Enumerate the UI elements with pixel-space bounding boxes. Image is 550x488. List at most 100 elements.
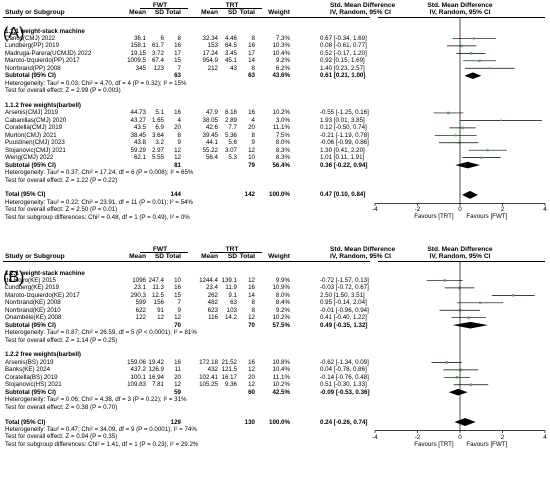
weight-cell: 9.2% [275,57,290,65]
total1-cell: 129 [170,418,181,426]
mean1-header: Mean [129,9,146,16]
total1-cell: 8 [177,34,181,42]
ci-cell: -0.01 [-0.96, 0.94] [320,306,369,314]
weight-cell: 43.6% [272,72,290,80]
study-name: Banks(KE) 2024 [5,366,51,374]
ci-cell: 0.24 [-0.26, 0.74] [320,418,368,426]
ci-cell: 0.47 [0.10, 0.84] [320,191,366,199]
ci-cell: 0.08 [-0.61, 0.77] [320,42,367,50]
ci-cell: -0.21 [-1.19, 0.78] [320,131,369,139]
sd1-cell: 19.42 [148,358,164,366]
stat-note: Test for overall effect: Z = 1.14 (P = 0… [5,336,118,344]
ci-cell: -0.62 [-1.34, 0.09] [320,358,369,366]
total2-cell: 16 [248,284,255,292]
weight-cell: 3.0% [275,116,290,124]
total2-cell: 10 [248,154,255,162]
weight-cell: 8.4% [275,299,290,307]
plot-method-header: IV, Random, 95% CI [429,9,491,16]
ci-cell: 1.30 [0.41, 2.20] [320,146,365,154]
weight-cell: 7.3% [275,34,290,42]
stat-note: Heterogeneity: Tau² = 0.37; Chi² = 17.24… [5,169,194,177]
forest-panel-a: (A) FWT TRT Std. Mean Difference Std. Mean D… [3,2,547,221]
stat-note: Test for overall effect: Z = 0.38 (P = 0… [5,403,118,411]
mean1-cell: 290.3 [130,291,146,299]
total-diamond [462,190,478,199]
sd1-cell: 126.9 [148,366,164,374]
total2-header: Total [239,9,255,16]
ci-cell: 0.92 [0.15, 1.69] [320,57,365,65]
study-name: Lundberg(KE) 2019 [5,284,60,292]
plot-header: Std. Mean Difference [427,245,493,253]
mean1-cell: 43.27 [130,116,146,124]
total2-cell: 12 [248,314,255,322]
sd2-cell: 121.5 [221,366,237,374]
mean2-cell: 954.9 [202,57,218,65]
mean2-cell: 1244.4 [199,276,218,284]
ci-cell: 0.67 [-0.34, 1.69] [320,34,367,42]
sd2-cell: 4.46 [224,34,237,42]
total1-cell: 11 [174,366,181,374]
weight-cell: 8.0% [275,139,290,147]
stat-note: Test for overall effect: Z = 2.99 (P = 0… [5,87,121,95]
total2-cell: 14 [248,291,255,299]
sd2-cell: 16.17 [221,373,237,381]
x-tick-label: -4 [372,206,378,214]
sd1-cell: 156 [153,299,164,307]
mean1-cell: 36.1 [133,34,146,42]
study-estimate-square [479,301,482,304]
sd1-cell: 123 [153,64,164,72]
study-estimate-square [459,368,463,372]
mean1-cell: 100.1 [130,373,146,381]
weight-cell: 10.2% [272,381,290,389]
subtotal-label: Subtotal (95% CI) [5,388,56,396]
study-estimate-square [512,294,515,297]
study-name: Maroto-Izquierdo(PP) 2017 [5,57,80,65]
table-rule [140,8,188,9]
study-estimate-square [447,111,450,115]
subtotal-diamond [464,72,482,79]
sd2-cell: 2.89 [224,116,237,124]
subgroup-heading: 1.1.1 weight-stack machine [5,27,85,35]
ci-cell: -0.55 [-1.25, 0.16] [320,109,369,117]
mean2-header: Mean [201,9,218,16]
sd1-cell: 6 [160,34,164,42]
mean2-cell: 42.6 [205,124,218,132]
stat-note: Heterogeneity: Tau² = 0.03; Chi² = 4.70,… [5,79,187,87]
study-name: Coratella(CMJ) 2019 [5,124,63,132]
sd2-cell: 63 [230,299,237,307]
ci-cell: 1.93 [0.01, 3.85] [320,116,365,124]
effect-method-header: IV, Random, 95% CI [330,9,391,16]
sd1-cell: 5.55 [151,154,164,162]
favours-right-label: Favours [FWT] [466,440,508,448]
sd2-cell: 11.9 [225,284,237,292]
total2-cell: 130 [244,418,255,426]
sd1-cell: 11.3 [152,284,164,292]
mean2-cell: 44.1 [205,139,218,147]
sd2-cell: 5.36 [224,131,237,139]
mean2-header: Mean [201,253,218,260]
weight-cell: 9.9% [275,276,290,284]
total2-cell: 12 [248,276,255,284]
study-name: Arsenis(CMJ) 2019 [5,109,58,117]
study-estimate-square [461,126,464,130]
effect-method-header: IV, Random, 95% CI [330,253,391,260]
total1-header: Total [165,9,181,16]
sd2-cell: 21.52 [221,358,237,366]
ci-cell: 0.49 [-0.35, 1.32] [320,321,368,329]
x-tick-label: -4 [372,433,378,441]
sd2-cell: 9.36 [224,381,237,389]
ci-cell: 0.51 [-0.30, 1.33] [320,381,367,389]
mean2-cell: 262 [207,291,218,299]
mean2-cell: 17.24 [202,49,218,57]
table-rule [3,261,370,262]
mean2-cell: 32.34 [202,34,218,42]
x-tick-label: 2 [500,433,505,441]
weight-cell: 100.0% [269,191,290,199]
mean1-cell: 109.83 [127,381,146,389]
total2-cell: 70 [248,321,255,329]
ci-cell: 0.52 [-0.17, 1.20] [320,49,367,57]
mean2-cell: 482 [207,299,218,307]
stat-note: Test for subgroup differences: Chi² = 1.… [5,440,199,448]
study-header: Study or Subgroup [5,9,65,16]
x-tick-label: 2 [500,206,505,214]
